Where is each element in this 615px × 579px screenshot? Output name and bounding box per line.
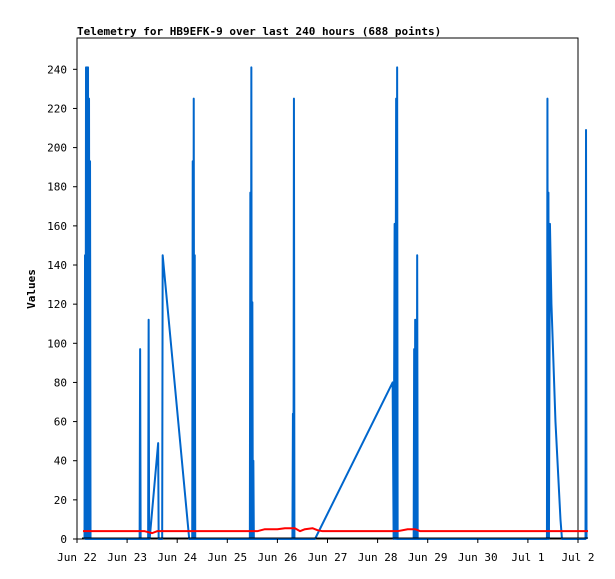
y-tick-label: 220	[47, 102, 67, 115]
y-tick-label: 180	[47, 181, 67, 194]
x-tick-label: Jun 27	[308, 551, 348, 564]
y-tick-label: 60	[54, 416, 67, 429]
x-tick-label: Jun 23	[107, 551, 147, 564]
x-tick-label: Jul 2	[561, 551, 594, 564]
y-axis: 0 20 40 60 80 100 120 140 160 180 200 220 240	[47, 63, 77, 546]
y-tick-label: 200	[47, 142, 67, 155]
series-line-1	[83, 527, 589, 535]
y-tick-label: 0	[60, 533, 67, 546]
y-tick-label: 140	[47, 259, 67, 272]
x-tick-label: Jun 24	[157, 551, 197, 564]
y-tick-label: 40	[54, 455, 67, 468]
y-tick-label: 240	[47, 63, 67, 76]
x-tick-label: Jun 22	[57, 551, 97, 564]
x-tick-label: Jun 29	[408, 551, 448, 564]
x-axis: Jun 22 Jun 23 Jun 24 Jun 25 Jun 26 Jun 27 Jun …	[57, 539, 595, 564]
y-tick-label: 160	[47, 220, 67, 233]
series-line-0	[83, 66, 588, 540]
y-tick-label: 100	[47, 337, 67, 350]
x-tick-label: Jun 28	[358, 551, 398, 564]
x-tick-label: Jun 30	[458, 551, 498, 564]
y-tick-label: 20	[54, 494, 67, 507]
plot-area	[76, 37, 579, 540]
x-tick-label: Jun 25	[207, 551, 247, 564]
y-tick-label: 80	[54, 376, 67, 389]
chart-title: Telemetry for HB9EFK-9 over last 240 hou…	[77, 25, 441, 38]
y-tick-label: 120	[47, 298, 67, 311]
x-tick-label: Jun 26	[258, 551, 298, 564]
x-tick-label: Jul 1	[511, 551, 544, 564]
y-axis-label: Values	[25, 269, 38, 309]
series-layer	[82, 66, 589, 540]
